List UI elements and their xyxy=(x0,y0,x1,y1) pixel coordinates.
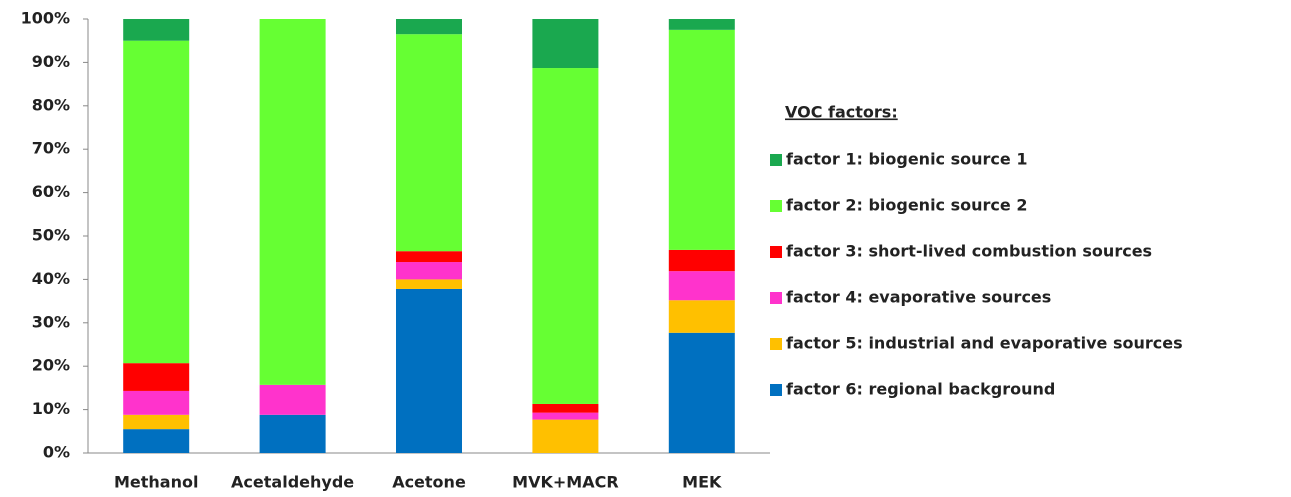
bar-segment xyxy=(123,19,190,41)
bar-segment xyxy=(396,19,462,35)
bar-segment xyxy=(259,19,326,385)
bar-segment xyxy=(668,271,735,301)
legend-swatch xyxy=(770,338,782,350)
y-tick-label: 40% xyxy=(32,269,70,288)
y-tick-label: 20% xyxy=(32,356,70,375)
bar-segment xyxy=(532,19,599,69)
bar-segment xyxy=(668,249,735,272)
legend-label: factor 3: short-lived combustion sources xyxy=(786,242,1152,261)
y-tick-label: 100% xyxy=(21,9,70,28)
legend-swatch xyxy=(770,246,782,258)
legend-label: factor 2: biogenic source 2 xyxy=(786,196,1027,215)
y-tick-label: 60% xyxy=(32,182,70,201)
bar-segment xyxy=(123,429,190,453)
bar-segment xyxy=(396,262,462,280)
legend-label: factor 1: biogenic source 1 xyxy=(786,150,1027,169)
legend-swatch xyxy=(770,200,782,212)
bar-segment xyxy=(532,68,599,404)
x-tick-label: Acetone xyxy=(392,473,466,492)
bar-segment xyxy=(668,300,735,333)
bar-segment xyxy=(123,40,190,364)
bar-segment xyxy=(123,414,190,430)
y-tick-label: 90% xyxy=(32,52,70,71)
legend-swatch xyxy=(770,384,782,396)
y-tick-label: 10% xyxy=(32,399,70,418)
y-tick-label: 80% xyxy=(32,95,70,114)
x-tick-label: MVK+MACR xyxy=(512,473,618,492)
bar-segment xyxy=(532,403,599,413)
bar-segment xyxy=(532,419,599,453)
y-tick-label: 0% xyxy=(43,443,70,462)
y-tick-label: 70% xyxy=(32,139,70,158)
bar-segment xyxy=(123,363,190,391)
legend-label: factor 6: regional background xyxy=(786,380,1055,399)
bar-segment xyxy=(396,279,462,289)
bar-segment xyxy=(532,412,599,420)
x-tick-label: Acetaldehyde xyxy=(231,473,354,492)
bar-segment xyxy=(668,332,735,453)
bar-segment xyxy=(259,414,326,453)
bar-segment xyxy=(259,384,326,415)
legend-label: factor 5: industrial and evaporative sou… xyxy=(786,334,1183,353)
legend-swatch xyxy=(770,154,782,166)
bar-segment xyxy=(396,251,462,263)
y-tick-label: 30% xyxy=(32,312,70,331)
bar-segment xyxy=(668,29,735,250)
x-tick-label: Methanol xyxy=(114,473,198,492)
legend-swatch xyxy=(770,292,782,304)
bar-segment xyxy=(396,288,462,453)
bar-segment xyxy=(668,19,735,30)
legend-title: VOC factors: xyxy=(785,103,898,122)
y-tick-label: 50% xyxy=(32,226,70,245)
legend-label: factor 4: evaporative sources xyxy=(786,288,1051,307)
x-tick-label: MEK xyxy=(682,473,722,492)
bar-segment xyxy=(396,34,462,252)
bar-segment xyxy=(123,390,190,415)
